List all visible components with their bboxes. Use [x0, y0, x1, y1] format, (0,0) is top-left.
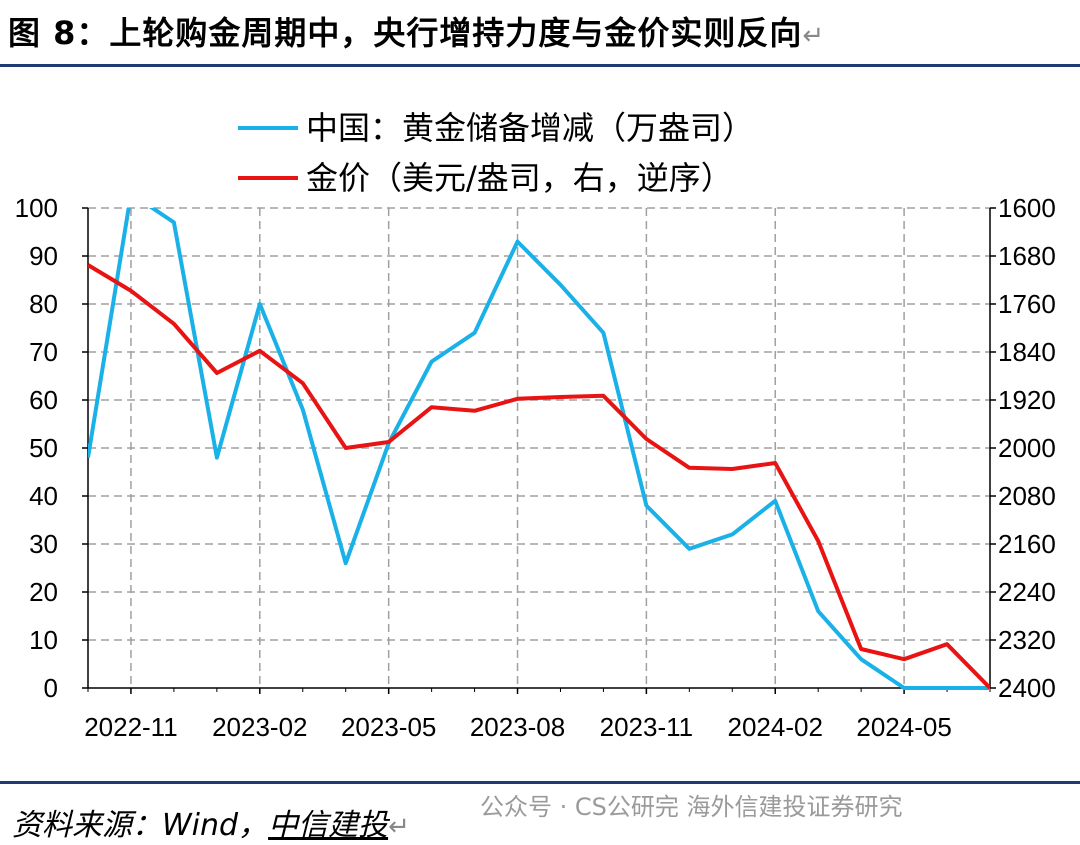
x-axis-ticks: 2022-11 2023-02 2023-05 2023-08 2023-11 2024-…: [84, 688, 991, 742]
left-tick-label: 20: [29, 577, 58, 607]
left-axis-ticks: 0 10 20 30 40 50 60 70 80 90 100: [15, 193, 88, 703]
series-line-2: [88, 263, 990, 690]
series-lines: [88, 208, 990, 690]
x-tick-label: 2023-05: [341, 712, 436, 742]
left-tick-label: 70: [29, 337, 58, 367]
right-tick-label: 2000: [998, 433, 1056, 463]
x-tick-label: 2024-02: [728, 712, 823, 742]
left-tick-label: 90: [29, 241, 58, 271]
right-tick-label: 2240: [998, 577, 1056, 607]
legend-label-1: 中国：黄金储备增减（万盎司）: [306, 109, 754, 147]
x-tick-label: 2023-11: [600, 712, 694, 742]
right-tick-label: 2160: [998, 529, 1056, 559]
x-tick-label: 2024-05: [856, 712, 951, 742]
source-note: 资料来源：Wind，中信建投↵: [12, 808, 410, 843]
source-brand: 中信建投: [268, 808, 389, 843]
left-tick-label: 60: [29, 385, 58, 415]
x-tick-label: 2023-02: [212, 712, 307, 742]
legend-label-2: 金价（美元/盎司，右，逆序）: [306, 159, 733, 197]
left-tick-label: 80: [29, 289, 58, 319]
legend: 中国：黄金储备增减（万盎司） 金价（美元/盎司，右，逆序）: [238, 109, 754, 197]
right-tick-label: 1600: [998, 193, 1056, 223]
footer-rule: [0, 781, 1080, 784]
gridlines: [88, 207, 990, 688]
left-tick-label: 50: [29, 433, 58, 463]
series-line-1: [88, 208, 990, 690]
left-tick-label: 10: [29, 625, 58, 655]
right-tick-label: 2080: [998, 481, 1056, 511]
right-tick-label: 1920: [998, 385, 1056, 415]
right-tick-label: 2320: [998, 625, 1056, 655]
watermark: 公众号 · CS公研完 海外信建投证券研究: [480, 793, 903, 821]
right-axis-ticks: 1600 1680 1760 1840 1920 2000 2080 2160 2240 2320…: [990, 193, 1056, 703]
right-tick-label: 2400: [998, 673, 1056, 703]
right-tick-label: 1760: [998, 289, 1056, 319]
left-tick-label: 0: [44, 673, 58, 703]
left-tick-label: 30: [29, 529, 58, 559]
title-rule: [0, 64, 1080, 67]
right-tick-label: 1680: [998, 241, 1056, 271]
left-tick-label: 40: [29, 481, 58, 511]
left-tick-label: 100: [15, 193, 58, 223]
figure-title: 图 8：上轮购金周期中，央行增持力度与金价实则反向↵: [8, 14, 826, 52]
right-tick-label: 1840: [998, 337, 1056, 367]
x-tick-label: 2022-11: [84, 712, 178, 742]
x-tick-label: 2023-08: [470, 712, 565, 742]
